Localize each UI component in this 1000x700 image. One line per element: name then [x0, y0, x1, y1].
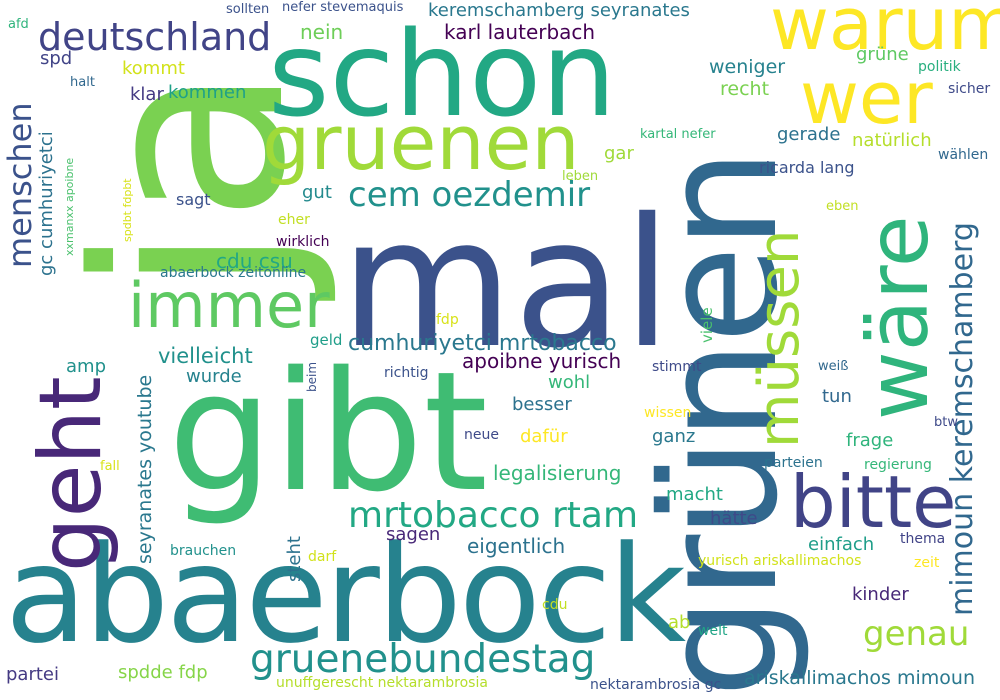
word-thema: thema — [900, 531, 946, 547]
word-wohl: wohl — [548, 372, 591, 393]
word-deutschland: deutschland — [38, 15, 272, 59]
word-einfach: einfach — [808, 534, 875, 555]
word-leben: leben — [562, 169, 599, 184]
word-bitte: bitte — [790, 460, 957, 544]
word-eigentlich: eigentlich — [467, 534, 566, 558]
word-natuerlich: natürlich — [852, 130, 932, 151]
word-fall: fall — [100, 459, 120, 474]
word-kommt: kommt — [122, 58, 185, 79]
word-viele: viele — [698, 307, 716, 343]
word-waere: wäre — [849, 215, 947, 420]
word-neue: neue — [464, 427, 499, 443]
word-ariskallimachos-mimoun: ariskallimachos mimoun — [744, 667, 975, 689]
word-politik: politik — [918, 59, 961, 75]
word-recht: recht — [720, 78, 770, 100]
word-gut: gut — [302, 182, 332, 203]
word-gruene: grüne — [856, 44, 909, 65]
word-gar: gar — [604, 143, 634, 164]
word-wer: wer — [800, 56, 933, 140]
word-karl-lauterbach: karl lauterbach — [444, 20, 596, 44]
word-ricarda-lang: ricarda lang — [759, 158, 855, 177]
word-waehlen: wählen — [938, 147, 989, 163]
word-nektarambrosia-gc: nektarambrosia gc — [590, 677, 722, 693]
word-nefer-stevemaquis: nefer stevemaquis — [282, 0, 404, 15]
word-cem-oezdemir: cem oezdemir — [348, 175, 591, 215]
word-richtig: richtig — [384, 365, 429, 381]
word-geht: geht — [21, 376, 121, 572]
word-apoibne-yurisch: apoibne yurisch — [462, 349, 622, 373]
word-wirklich: wirklich — [276, 234, 330, 250]
word-darf: darf — [308, 549, 337, 565]
word-besser: besser — [512, 394, 572, 415]
word-parteien: parteien — [764, 455, 823, 471]
word-spd: spd — [40, 48, 73, 69]
word-brauchen: brauchen — [170, 543, 237, 559]
word-kinder: kinder — [852, 584, 909, 605]
word-frage: frage — [846, 430, 894, 451]
word-genau: genau — [863, 614, 970, 654]
word-warum: warum — [770, 0, 1000, 66]
word-gibt: gibt — [168, 336, 489, 528]
word-mrtobacco-rtam: mrtobacco rtam — [348, 495, 639, 536]
word-menschen: menschen — [1, 102, 39, 268]
word-stimmt: stimmt — [652, 359, 702, 375]
word-wurde: wurde — [186, 366, 242, 387]
word-unuffgerescht-nektarambrosia: unuffgerescht nektarambrosia — [276, 675, 488, 691]
word-kommen: kommen — [168, 82, 247, 103]
word-weniger: weniger — [709, 56, 786, 78]
word-welt: welt — [698, 623, 728, 639]
word-sagen: sagen — [386, 524, 441, 545]
word-afd: afd — [8, 17, 29, 32]
word-sollten: sollten — [226, 2, 270, 17]
word-abaerbock: abaerbock — [5, 517, 686, 673]
word-ganz: ganz — [652, 426, 696, 447]
word-beim: beim — [305, 361, 319, 392]
word-sagt: sagt — [176, 190, 211, 209]
word-wissen: wissen — [644, 405, 692, 421]
word-klar: klar — [130, 84, 164, 105]
word-yurisch-ariskallimachos: yurisch ariskallimachos — [698, 553, 862, 569]
word-halt: halt — [70, 75, 95, 90]
word-eher: eher — [278, 212, 310, 228]
word-mal: mal — [340, 180, 672, 387]
word-haette: hätte — [710, 508, 758, 529]
word-zeit: zeit — [914, 555, 940, 571]
word-weiss: weiß — [818, 359, 849, 374]
word-regierung: regierung — [864, 457, 932, 473]
word-spdde-fdp: spdde fdp — [118, 662, 208, 683]
word-amp: amp — [66, 356, 106, 377]
word-keremschamberg-seyranates: keremschamberg seyranates — [428, 0, 690, 21]
word-steht: steht — [284, 536, 305, 582]
word-ab: ab — [668, 612, 691, 633]
word-abaerbock-zeitonline: abaerbock zeitonline — [160, 265, 307, 281]
word-gruenebundestag: gruenebundestag — [250, 637, 596, 682]
word-legalisierung: legalisierung — [493, 461, 622, 485]
word-sicher: sicher — [948, 81, 991, 97]
word-gerade: gerade — [777, 124, 841, 145]
word-immer: immer — [128, 269, 330, 342]
word-fdp: fdp — [436, 312, 459, 328]
word-muessen: müssen — [747, 229, 812, 448]
word-dafuer: dafür — [520, 426, 568, 447]
word-btw: btw — [934, 415, 958, 430]
word-partei: partei — [6, 664, 59, 685]
word-cdu: cdu — [542, 597, 568, 613]
word-kartal-nefer: kartal nefer — [640, 127, 716, 142]
word-nein: nein — [300, 20, 344, 44]
word-gc-cumhuriyetci: gc cumhuriyetci — [36, 131, 57, 276]
word-cdu-csu: cdu csu — [216, 249, 293, 273]
word-schon: schon — [268, 5, 617, 143]
word-geld: geld — [310, 331, 343, 349]
word-xxmanxx-apoibne: xxmanxx apoibne — [63, 157, 76, 256]
word-seyranates-youtube: seyranates youtube — [134, 374, 156, 564]
word-vielleicht: vielleicht — [158, 344, 253, 368]
word-spdbt-fdpbt: spdbt fdpbt — [121, 178, 134, 242]
word-eben: eben — [826, 199, 859, 214]
word-macht: macht — [666, 484, 723, 505]
word-gruenen: gruenen — [262, 98, 580, 187]
word-cumhuriyetci-mrtobacco: cumhuriyetci mrtobacco — [348, 331, 617, 356]
word-tun: tun — [822, 386, 852, 407]
